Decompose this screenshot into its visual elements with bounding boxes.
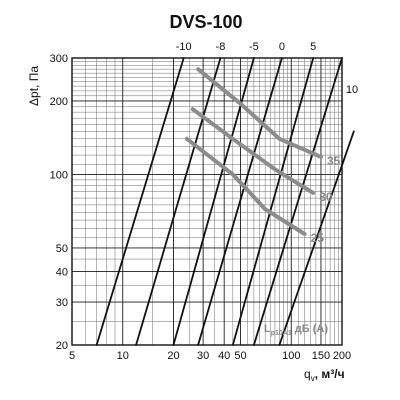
- x-tick-label: 150: [312, 350, 330, 362]
- noise-curve: [190, 107, 316, 195]
- fan-line: [231, 57, 315, 346]
- y-tick-label: 20: [56, 340, 68, 352]
- fan-line-label: 10: [346, 84, 358, 96]
- legend-label: Lp10A1 дБ (A): [264, 323, 328, 337]
- noise-curve-label: 30: [319, 190, 333, 204]
- x-tick-labels: 5 10 20 30 40 50 100 150 200: [69, 350, 351, 362]
- noise-curve: [196, 67, 323, 159]
- fan-line-label: -10: [176, 41, 192, 53]
- fan-line-labels: -10 -8 -5 0 5 10: [176, 41, 358, 96]
- plot-border: [71, 57, 343, 346]
- y-tick-labels: 20 30 40 50 100 200 300: [50, 53, 68, 352]
- y-tick-label: 50: [56, 243, 68, 255]
- y-tick-label: 300: [50, 53, 68, 65]
- x-axis-label: qv, м³/ч: [304, 367, 345, 383]
- legend-main: L: [264, 323, 271, 335]
- noise-curve-labels: 35 30 25: [311, 154, 341, 245]
- x-tick-label: 50: [234, 350, 246, 362]
- fan-line: [135, 57, 222, 346]
- fan-line-label: -8: [216, 41, 226, 53]
- noise-curve: [184, 136, 307, 236]
- x-axis-label-unit: , м³/ч: [315, 367, 345, 381]
- x-tick-label: 200: [333, 350, 351, 362]
- y-tick-label: 30: [56, 297, 68, 309]
- fan-line-label: 0: [279, 41, 285, 53]
- y-tick-label: 200: [50, 96, 68, 108]
- noise-curve-label: 35: [327, 154, 341, 168]
- noise-curves: [184, 67, 323, 236]
- y-axis-label: Δpt, Па: [27, 66, 41, 106]
- legend-sub: p10A1: [271, 330, 292, 337]
- fan-line: [95, 57, 185, 346]
- fan-line-label: 5: [310, 41, 316, 53]
- x-tick-label: 20: [167, 350, 179, 362]
- x-tick-label: 40: [218, 350, 230, 362]
- x-tick-label: 5: [69, 350, 75, 362]
- noise-curve-label: 25: [311, 231, 325, 245]
- fan-line: [252, 57, 343, 346]
- y-tick-label: 100: [50, 169, 68, 181]
- legend-unit: дБ (A): [292, 323, 329, 335]
- x-tick-label: 10: [117, 350, 129, 362]
- x-tick-label: 30: [197, 350, 209, 362]
- chart-title: DVS-100: [169, 12, 242, 32]
- x-axis-label-sub: v: [311, 374, 315, 383]
- fan-line-label: -5: [249, 41, 259, 53]
- x-axis-label-main: q: [304, 367, 311, 381]
- y-tick-label: 40: [56, 267, 68, 279]
- fan-line: [197, 57, 283, 346]
- x-tick-label: 100: [282, 350, 300, 362]
